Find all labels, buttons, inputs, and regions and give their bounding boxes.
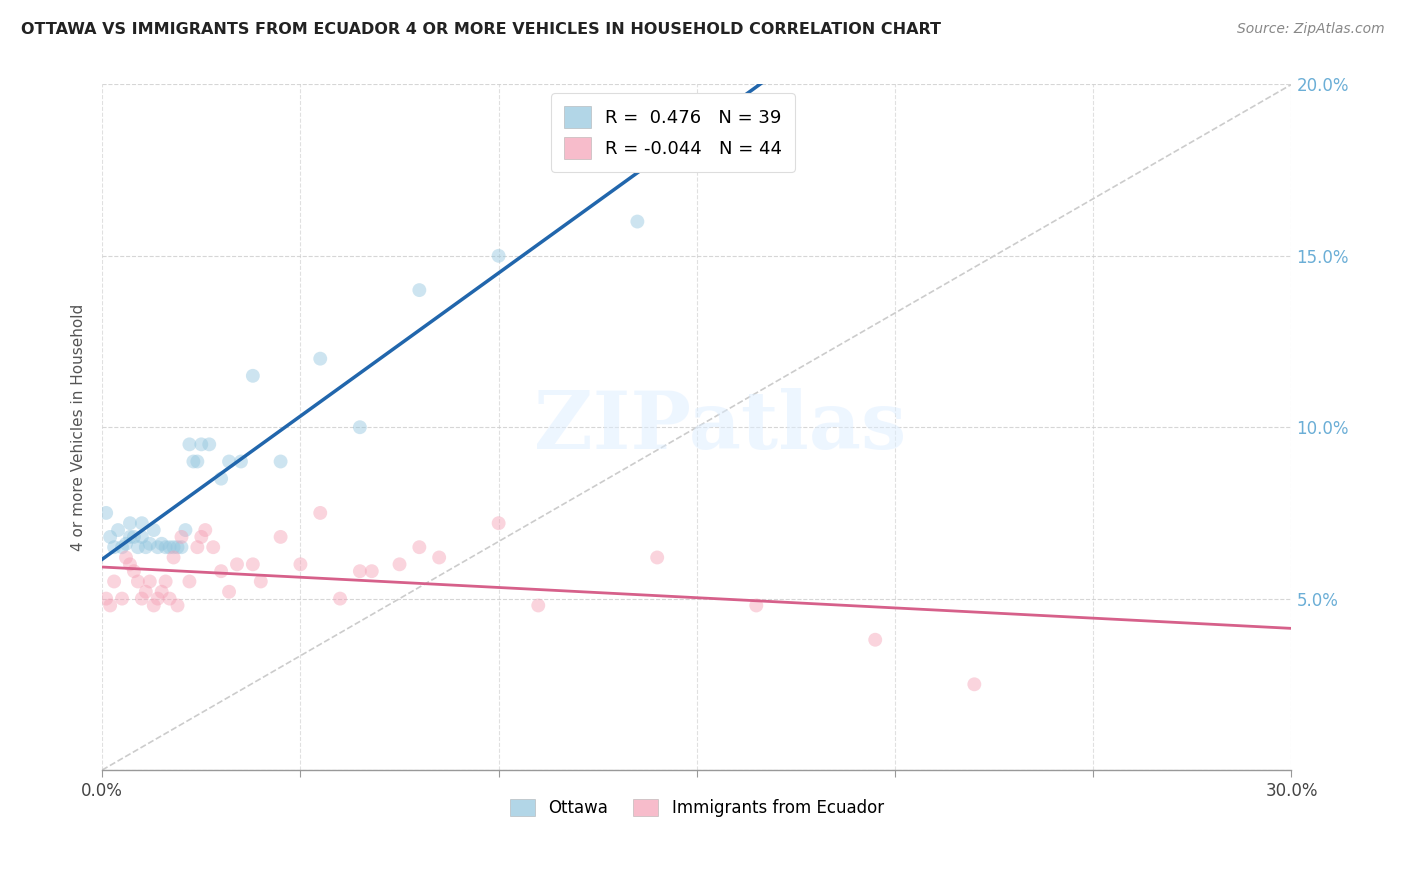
Point — [155, 574, 177, 589]
Point — [226, 558, 249, 572]
Text: Source: ZipAtlas.com: Source: ZipAtlas.com — [1237, 22, 1385, 37]
Point — [118, 530, 141, 544]
Point — [309, 351, 332, 366]
Point — [115, 537, 138, 551]
Point — [202, 540, 225, 554]
Point — [166, 540, 188, 554]
Point — [388, 558, 411, 572]
Point — [98, 530, 121, 544]
Point — [186, 454, 208, 468]
Point — [270, 530, 292, 544]
Point — [329, 591, 352, 606]
Point — [408, 283, 430, 297]
Point — [131, 516, 153, 531]
Point — [963, 677, 986, 691]
Point — [198, 437, 221, 451]
Point — [863, 632, 886, 647]
Point — [150, 584, 173, 599]
Point — [98, 599, 121, 613]
Point — [122, 530, 145, 544]
Point — [218, 454, 240, 468]
Point — [488, 516, 510, 531]
Point — [159, 540, 181, 554]
Point — [190, 437, 212, 451]
Point — [427, 550, 450, 565]
Point — [96, 591, 118, 606]
Point — [111, 540, 134, 554]
Point — [229, 454, 252, 468]
Point — [139, 574, 162, 589]
Point — [209, 472, 232, 486]
Point — [103, 540, 125, 554]
Point — [159, 591, 181, 606]
Point — [146, 591, 169, 606]
Point — [242, 558, 264, 572]
Point — [186, 540, 208, 554]
Point — [118, 558, 141, 572]
Point — [135, 540, 157, 554]
Point — [146, 540, 169, 554]
Point — [626, 214, 648, 228]
Point — [170, 540, 193, 554]
Point — [488, 249, 510, 263]
Point — [115, 550, 138, 565]
Point — [127, 574, 149, 589]
Point — [194, 523, 217, 537]
Point — [142, 599, 165, 613]
Point — [349, 564, 371, 578]
Point — [706, 95, 728, 109]
Text: OTTAWA VS IMMIGRANTS FROM ECUADOR 4 OR MORE VEHICLES IN HOUSEHOLD CORRELATION CH: OTTAWA VS IMMIGRANTS FROM ECUADOR 4 OR M… — [21, 22, 941, 37]
Point — [162, 540, 184, 554]
Point — [131, 530, 153, 544]
Point — [408, 540, 430, 554]
Point — [122, 564, 145, 578]
Point — [527, 599, 550, 613]
Point — [360, 564, 382, 578]
Point — [135, 584, 157, 599]
Point — [209, 564, 232, 578]
Point — [142, 523, 165, 537]
Point — [745, 599, 768, 613]
Point — [170, 530, 193, 544]
Point — [127, 540, 149, 554]
Point — [190, 530, 212, 544]
Point — [645, 550, 668, 565]
Point — [166, 599, 188, 613]
Point — [179, 437, 201, 451]
Y-axis label: 4 or more Vehicles in Household: 4 or more Vehicles in Household — [72, 303, 86, 551]
Point — [218, 584, 240, 599]
Point — [150, 537, 173, 551]
Text: ZIPatlas: ZIPatlas — [534, 388, 907, 467]
Point — [349, 420, 371, 434]
Point — [290, 558, 312, 572]
Point — [179, 574, 201, 589]
Point — [107, 523, 129, 537]
Point — [162, 550, 184, 565]
Point — [111, 591, 134, 606]
Point — [155, 540, 177, 554]
Point — [183, 454, 205, 468]
Point — [139, 537, 162, 551]
Point — [242, 368, 264, 383]
Point — [270, 454, 292, 468]
Point — [103, 574, 125, 589]
Legend: Ottawa, Immigrants from Ecuador: Ottawa, Immigrants from Ecuador — [503, 792, 890, 823]
Point — [118, 516, 141, 531]
Point — [249, 574, 271, 589]
Point — [96, 506, 118, 520]
Point — [309, 506, 332, 520]
Point — [174, 523, 197, 537]
Point — [131, 591, 153, 606]
